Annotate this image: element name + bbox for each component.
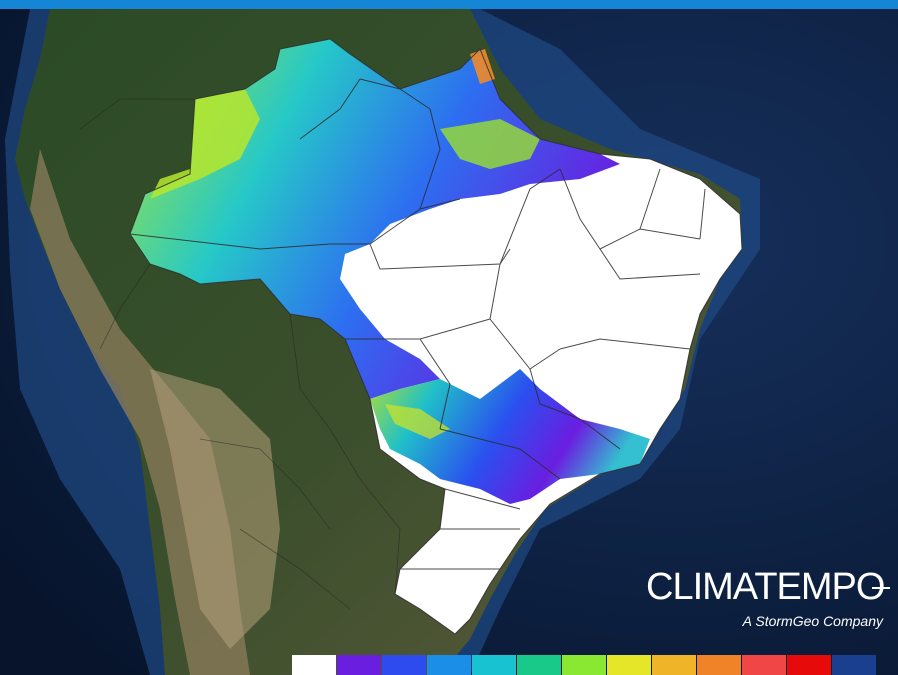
legend-swatch <box>742 655 786 675</box>
altiplano <box>150 369 280 649</box>
brand-line <box>872 587 890 589</box>
brand-tagline: A StormGeo Company <box>742 613 883 629</box>
legend-swatch <box>607 655 651 675</box>
legend-swatch <box>427 655 471 675</box>
rain-core-north-coast <box>440 119 540 169</box>
climatempo-logo: CLIMATEMPO A StormGeo Company <box>646 566 891 636</box>
brand-name: CLIMATEMPO <box>646 566 885 608</box>
precipitation-legend <box>292 655 877 675</box>
legend-swatch <box>517 655 561 675</box>
country-borders <box>79 98 401 610</box>
legend-swatch <box>832 655 876 675</box>
legend-swatch <box>472 655 516 675</box>
rain-band-central <box>370 369 650 504</box>
legend-swatch <box>292 655 336 675</box>
rain-core-northwest <box>150 89 260 199</box>
rain-band-yellow <box>385 404 450 439</box>
legend-swatch <box>337 655 381 675</box>
state-borders <box>129 38 743 635</box>
weather-map <box>0 9 898 675</box>
legend-swatch <box>562 655 606 675</box>
legend-swatch <box>652 655 696 675</box>
top-accent-bar <box>0 0 898 9</box>
rain-hotspot-amapa <box>470 49 495 84</box>
legend-swatch <box>697 655 741 675</box>
legend-swatch <box>787 655 831 675</box>
legend-swatch <box>382 655 426 675</box>
